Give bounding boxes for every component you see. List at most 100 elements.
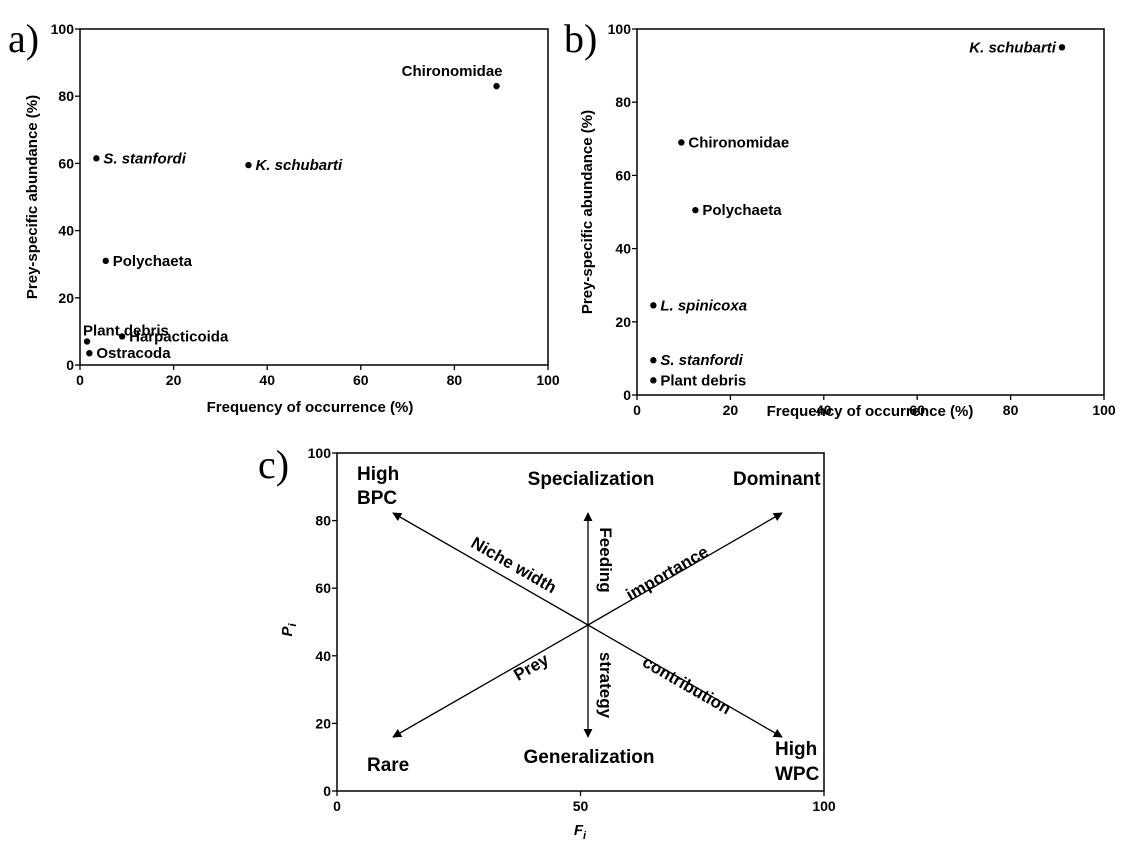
panel-a-x-axis-label: Frequency of occurrence (%): [207, 399, 414, 416]
panel-b-x-tick-label: 80: [1003, 402, 1019, 418]
panel-b-y-tick-label: 100: [608, 21, 632, 37]
panel-b-x-tick-label: 60: [909, 402, 925, 418]
panel-b-point-l-spinicoxa: [650, 302, 657, 309]
panel-b-point-label: S. stanfordi: [660, 352, 743, 369]
panel-b-y-tick-label: 60: [615, 167, 631, 183]
panel-b-y-tick-label: 80: [615, 94, 631, 110]
panel-b-point-k-schubarti: [1058, 44, 1066, 51]
arrow-prey-down: [392, 624, 589, 738]
panel-a-ticks: 0 20 40 60 80 100 0 20 40 60 80 100: [51, 21, 560, 388]
panel-a-x-tick-label: 60: [353, 372, 369, 388]
panel-a-y-tick-label: 0: [66, 357, 74, 373]
panel-b-x-tick-label: 0: [633, 402, 641, 418]
panel-a-point-label: Plant debris: [83, 322, 169, 339]
panel-c-plot-frame: [336, 452, 825, 792]
panel-a-letter: a): [8, 16, 39, 61]
arrow-label-prey: Prey: [511, 650, 553, 685]
panel-c-conceptual-diagram: c) 0 50 100 0 20 40 60 80 100 Fi Pi High BPC Spe…: [258, 442, 836, 842]
panel-c-x-axis-label: Fi: [574, 822, 587, 842]
panel-a-point-harpacticoida: [118, 333, 126, 340]
panel-b-point-plant-debris: [650, 377, 657, 384]
panel-a-point-label: Chironomidae: [402, 63, 503, 80]
panel-c-y-tick-label: 40: [315, 648, 331, 664]
panel-a-point-label: Ostracoda: [96, 345, 171, 362]
panel-b-x-axis-label: Frequency of occurrence (%): [767, 403, 974, 420]
panel-c-y-axis-label: Pi: [279, 623, 299, 637]
panel-b-points: K. schubarti Chironomidae Polychaeta L. spi…: [650, 39, 1066, 389]
panel-c-y-tick-label: 60: [315, 580, 331, 596]
arrow-label-feeding: Feeding: [596, 527, 615, 592]
panel-c-x-axis-label-sub: i: [583, 830, 587, 842]
panel-b-y-tick-label: 40: [615, 241, 631, 257]
arrow-label-importance: importance: [623, 542, 712, 604]
panel-a-y-axis-label: Prey-specific abundance (%): [24, 95, 41, 299]
panel-b-letter: b): [564, 16, 597, 61]
panel-a-x-tick-label: 20: [166, 372, 182, 388]
panel-c-y-axis-label-sub: i: [287, 623, 299, 627]
panel-b-ticks: 0 20 40 60 80 100 0 20 40 60 80 100: [608, 21, 1116, 418]
panel-a-y-tick-label: 40: [58, 223, 74, 239]
panel-b-x-tick-label: 100: [1092, 402, 1116, 418]
panel-c-y-tick-label: 20: [315, 715, 331, 731]
panel-b-point-chironomidae: [678, 139, 685, 146]
panel-a-point-ostracoda: [86, 350, 93, 357]
panel-a-points: Chironomidae S. stanfordi K. schubarti Poly…: [83, 63, 502, 362]
panel-c-x-tick-label: 50: [573, 798, 589, 814]
corner-label-high-bpc-line2: BPC: [357, 488, 397, 509]
panel-c-letter: c): [258, 442, 289, 487]
panel-a-point-k-schubarti: [245, 161, 252, 169]
panel-b-point-label: Polychaeta: [702, 202, 782, 219]
panel-c-x-tick-label: 0: [333, 798, 341, 814]
panel-c-y-tick-label: 100: [308, 445, 332, 461]
corner-label-specialization: Specialization: [528, 469, 655, 490]
panel-c-x-tick-label: 100: [812, 798, 836, 814]
panel-a-point-label: Harpacticoida: [129, 328, 229, 345]
panel-a-x-tick-label: 100: [536, 372, 560, 388]
panel-b-y-tick-label: 20: [615, 314, 631, 330]
corner-label-high-wpc-line1: High: [775, 739, 817, 760]
panel-c-y-axis-label-main: P: [279, 626, 296, 637]
panel-b-point-polychaeta: [692, 206, 699, 214]
panel-b-point-label: K. schubarti: [969, 39, 1057, 56]
panel-b-point-label: L. spinicoxa: [660, 297, 747, 314]
panel-c-x-axis-label-main: F: [574, 822, 584, 839]
corner-label-dominant: Dominant: [733, 469, 821, 490]
panel-b-plot-frame: [636, 28, 1105, 396]
corner-label-high-wpc-line2: WPC: [775, 764, 820, 785]
arrow-label-niche-width: Niche width: [468, 533, 560, 597]
panel-b-point-s-stanfordi: [650, 357, 657, 364]
panel-c-ticks: 0 50 100 0 20 40 60 80 100: [308, 445, 836, 814]
panel-a-x-tick-label: 0: [76, 372, 84, 388]
panel-a-point-plant-debris: [83, 338, 91, 345]
panel-a-plot-frame: [79, 28, 549, 366]
panel-b-x-tick-label: 20: [723, 402, 739, 418]
corner-label-generalization: Generalization: [524, 747, 655, 768]
panel-c-y-tick-label: 0: [323, 783, 331, 799]
panel-b-point-label: Plant debris: [660, 372, 746, 389]
panel-a-point-label: K. schubarti: [255, 157, 343, 174]
arrow-contribution-down: [587, 624, 783, 738]
panel-a-y-tick-label: 100: [51, 21, 75, 37]
panel-b-y-tick-label: 0: [623, 387, 631, 403]
panel-a-point-chironomidae: [493, 82, 500, 90]
panel-a-point-label: S. stanfordi: [103, 150, 186, 167]
arrow-niche-width-up: [392, 512, 589, 626]
arrow-label-strategy: strategy: [596, 652, 615, 719]
panel-a-point-polychaeta: [102, 257, 109, 265]
panel-b-y-axis-label: Prey-specific abundance (%): [579, 110, 596, 314]
panel-a-y-tick-label: 80: [58, 88, 74, 104]
arrow-label-contribution: contribution: [639, 652, 734, 718]
panel-a-y-tick-label: 60: [58, 155, 74, 171]
panel-c-y-tick-label: 80: [315, 513, 331, 529]
panel-a-scatter-chart: a) 0 20 40 60 80 100 0 20 40 60 80 100 Chironomidae…: [8, 16, 560, 416]
panel-a-point-s-stanfordi: [93, 155, 100, 162]
panel-b-scatter-chart: b) 0 20 40 60 80 100 0 20 40 60 80 100 K. schubarti…: [564, 16, 1116, 420]
corner-label-rare: Rare: [367, 755, 409, 776]
arrow-importance-up: [587, 512, 783, 626]
panel-a-point-label: Polychaeta: [113, 253, 193, 270]
corner-label-high-bpc-line1: High: [357, 464, 399, 485]
panel-a-y-tick-label: 20: [58, 290, 74, 306]
panel-a-x-tick-label: 40: [259, 372, 275, 388]
panel-a-x-tick-label: 80: [447, 372, 463, 388]
